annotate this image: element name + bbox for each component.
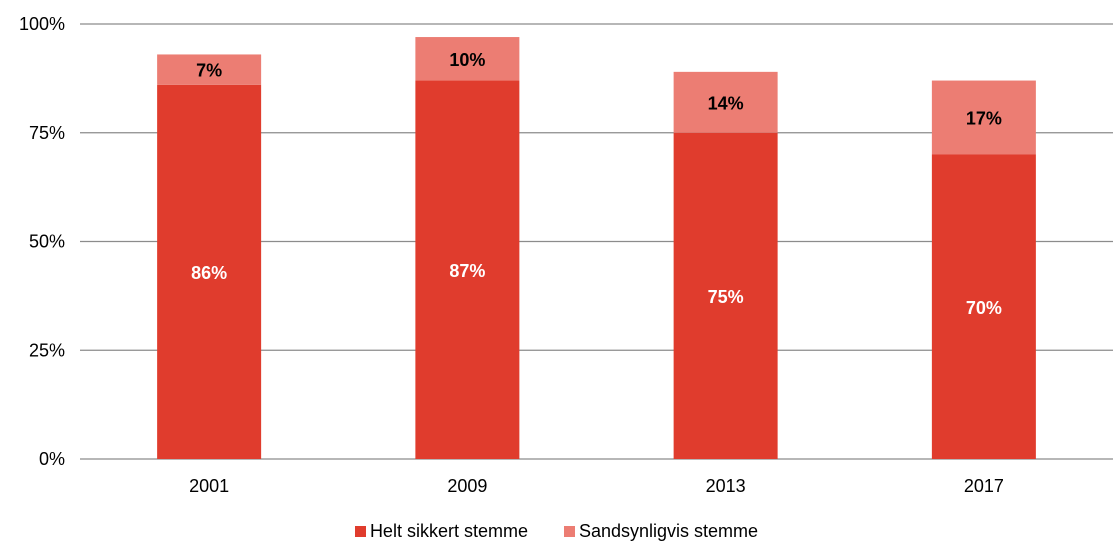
data-label-2009-series-1: 10% [449,50,485,70]
y-axis: 0% 25% 50% 75% 100% [19,14,65,469]
legend: Helt sikkert stemme Sandsynligvis stemme [0,520,1113,542]
legend-swatch-sandsynligvis [563,525,575,537]
bar-2017-series-1 [931,80,1036,155]
data-label-2017-series-0: 70% [966,298,1002,318]
bar-2001-series-0 [157,84,262,460]
data-label-2009-series-0: 87% [449,261,485,281]
y-tick-label: 50% [29,232,65,252]
legend-label-sandsynligvis: Sandsynligvis stemme [578,520,759,541]
y-tick-label: 75% [29,123,65,143]
data-label-2001-series-1: 7% [196,61,222,81]
data-label-2013-series-0: 75% [708,287,744,307]
bar-2013-series-0 [673,132,778,459]
data-label-2013-series-1: 14% [708,93,744,113]
y-tick-label: 100% [19,14,65,34]
x-tick-label-2001: 2001 [189,476,229,496]
y-tick-label: 0% [39,449,65,469]
legend-item-helt-sikkert: Helt sikkert stemme [354,520,528,542]
x-tick-label-2017: 2017 [964,476,1004,496]
data-label-2017-series-1: 17% [966,109,1002,129]
legend-swatch-helt-sikkert [354,525,366,537]
bar-2013-series-1 [673,71,778,133]
legend-label-helt-sikkert: Helt sikkert stemme [369,520,528,541]
stacked-bar-chart: 0%25%50%75%100% 86%7%87%10%75%14%70%17% … [19,14,1113,496]
bar-2017-series-0 [931,154,1036,459]
legend-item-sandsynligvis: Sandsynligvis stemme [563,520,759,542]
bars: 86% 7% 87% 10% 75% 14% 70% 17% [157,37,1036,460]
x-tick-label-2009: 2009 [447,476,487,496]
data-label-2001-series-0: 86% [191,263,227,283]
bar-2009-series-1 [415,37,520,81]
x-tick-label-2013: 2013 [706,476,746,496]
bar-2009-series-0 [415,80,520,460]
x-axis: 2001 2009 2013 2017 [189,476,1004,496]
bar-2001-series-1 [157,54,262,85]
y-tick-label: 25% [29,340,65,360]
